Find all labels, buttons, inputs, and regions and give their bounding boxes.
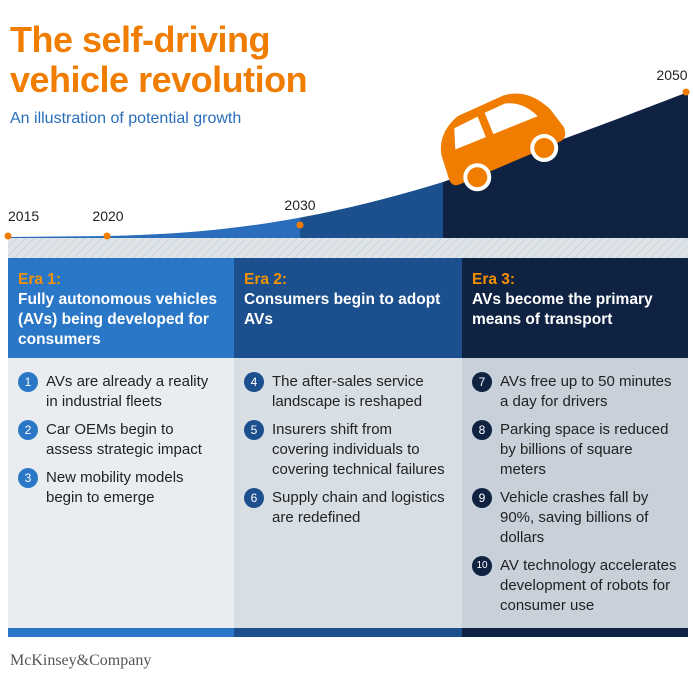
item-text: AVs are already a reality in industrial …	[46, 373, 209, 410]
growth-curve: 2015 2020 2030 2050	[4, 67, 690, 258]
item-number: 2	[18, 420, 38, 440]
year-dot	[103, 232, 111, 240]
era-item: 2 Car OEMs begin to assess strategic impa…	[18, 420, 224, 460]
era-label: Era 2:	[244, 271, 288, 288]
year-label: 2015	[8, 208, 39, 224]
color-strip	[8, 628, 234, 637]
year-label: 2050	[656, 67, 687, 83]
era-item: 7 AVs free up to 50 minutes a day for dri…	[472, 372, 678, 412]
item-text: Vehicle crashes fall by 90%, saving bill…	[500, 489, 649, 546]
item-text: The after-sales service landscape is res…	[272, 373, 424, 410]
item-number: 3	[18, 468, 38, 488]
era-header: Era 3: AVs become the primary means of tr…	[462, 258, 688, 358]
item-text: AVs free up to 50 minutes a day for driv…	[500, 373, 672, 410]
year-label: 2030	[284, 197, 315, 213]
era-item: 5 Insurers shift from covering individual…	[244, 420, 452, 480]
item-text: Insurers shift from covering individuals…	[272, 421, 445, 478]
item-number: 9	[472, 488, 492, 508]
curve-area	[8, 92, 688, 238]
item-text: New mobility models begin to emerge	[46, 469, 184, 506]
era-body: 7 AVs free up to 50 minutes a day for dri…	[462, 358, 688, 628]
era-heading: Fully autonomous vehicles (AVs) being de…	[18, 291, 217, 348]
car-icon	[440, 93, 566, 192]
era-item: 6 Supply chain and logistics are redefine…	[244, 488, 452, 528]
item-text: Parking space is reduced by billions of …	[500, 421, 669, 478]
color-strip	[462, 628, 688, 637]
item-number: 8	[472, 420, 492, 440]
color-strip	[234, 628, 462, 637]
era-heading: Consumers begin to adopt AVs	[244, 291, 441, 328]
item-text: Car OEMs begin to assess strategic impac…	[46, 421, 202, 458]
era-header: Era 1: Fully autonomous vehicles (AVs) be…	[8, 258, 234, 358]
era-body: 1 AVs are already a reality in industrial…	[8, 358, 234, 628]
item-text: AV technology accelerates development of…	[500, 557, 677, 614]
era-item: 9 Vehicle crashes fall by 90%, saving bil…	[472, 488, 678, 548]
era-heading: AVs become the primary means of transpor…	[472, 291, 653, 328]
item-number: 5	[244, 420, 264, 440]
title: The self-driving vehicle revolution	[10, 19, 308, 100]
item-text: Supply chain and logistics are redefined	[272, 489, 445, 526]
year-dot	[682, 88, 690, 96]
era-item: 8 Parking space is reduced by billions of…	[472, 420, 678, 480]
year-dot	[4, 232, 12, 240]
era-body: 4 The after-sales service landscape is re…	[234, 358, 462, 628]
year-label: 2020	[92, 208, 123, 224]
item-number: 7	[472, 372, 492, 392]
brand: McKinsey&Company	[10, 652, 152, 669]
subtitle: An illustration of potential growth	[10, 110, 242, 127]
era-label: Era 3:	[472, 271, 516, 288]
era-item: 4 The after-sales service landscape is re…	[244, 372, 452, 412]
item-number: 4	[244, 372, 264, 392]
item-number: 6	[244, 488, 264, 508]
band	[8, 238, 688, 258]
era-label: Era 1:	[18, 271, 62, 288]
item-number: 1	[18, 372, 38, 392]
era-header: Era 2: Consumers begin to adopt AVs	[234, 258, 462, 358]
era-item: 3 New mobility models begin to emerge	[18, 468, 224, 508]
item-number: 10	[472, 556, 492, 576]
era-item: 10 AV technology accelerates development …	[472, 556, 678, 616]
era-item: 1 AVs are already a reality in industrial…	[18, 372, 224, 412]
year-dot	[296, 221, 304, 229]
